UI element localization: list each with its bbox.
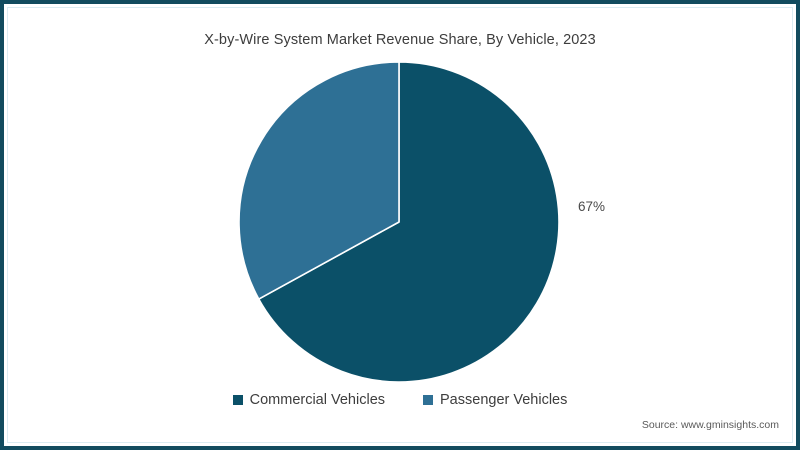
legend-item-label: Passenger Vehicles <box>440 392 568 408</box>
pie-chart <box>238 61 560 383</box>
page-title: X-by-Wire System Market Revenue Share, B… <box>204 32 596 48</box>
source-attribution: Source: www.gminsights.com <box>641 419 779 431</box>
pie-slice[interactable] <box>238 61 400 300</box>
pie-slice-percent-label: 67% <box>578 199 606 214</box>
legend-item-commercial-vehicles[interactable]: Commercial Vehicles <box>232 392 386 408</box>
chart-legend: Commercial Vehicles Passenger Vehicles <box>0 393 800 408</box>
legend-swatch-icon <box>232 395 243 406</box>
legend-swatch-icon <box>423 395 434 406</box>
pie-slice[interactable] <box>257 61 560 383</box>
legend-item-label: Commercial Vehicles <box>249 392 386 408</box>
pie-chart-svg <box>238 61 560 383</box>
legend-item-passenger-vehicles[interactable]: Passenger Vehicles <box>423 393 567 408</box>
